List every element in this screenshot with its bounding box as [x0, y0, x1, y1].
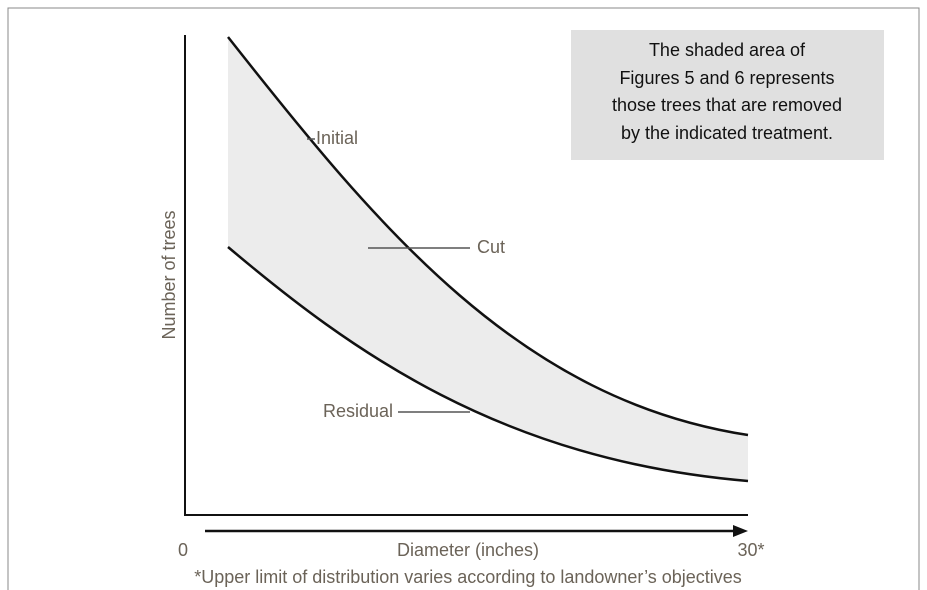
note-line: those trees that are removed — [612, 95, 842, 115]
y-axis-label: Number of trees — [159, 210, 179, 339]
cut-label: Cut — [477, 237, 505, 257]
x-start-label: 0 — [178, 540, 188, 560]
note-box — [571, 30, 884, 160]
note-line: by the indicated treatment. — [621, 123, 833, 143]
footnote: *Upper limit of distribution varies acco… — [194, 567, 742, 587]
shaded-area — [228, 37, 748, 481]
initial-curve — [227, 36, 749, 437]
x-axis-label: Diameter (inches) — [397, 540, 539, 560]
residual-label: Residual — [323, 401, 393, 421]
note-line: Figures 5 and 6 represents — [619, 68, 834, 88]
x-end-label: 30* — [737, 540, 764, 560]
note-line: The shaded area of — [649, 40, 806, 60]
initial-label: Initial — [316, 128, 358, 148]
residual-curve — [227, 246, 749, 483]
arrow-head — [733, 525, 748, 537]
frame — [7, 7, 920, 590]
